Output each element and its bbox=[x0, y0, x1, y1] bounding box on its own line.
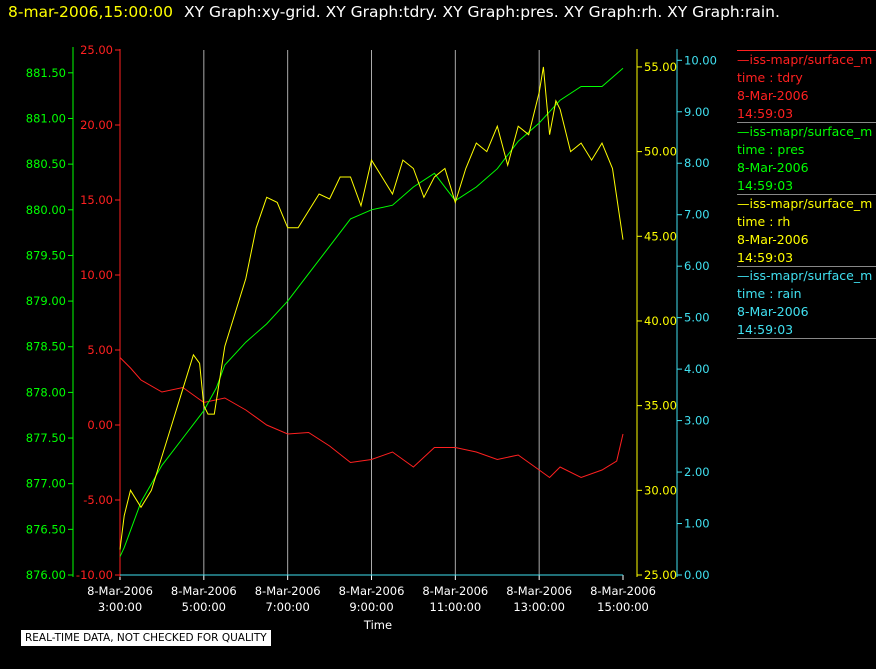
legend-date: 8-Mar-2006 bbox=[737, 88, 809, 103]
series-line-pres bbox=[119, 67, 624, 557]
legend-var: time : tdry bbox=[737, 70, 803, 85]
rain-tick-label: 5.00 bbox=[684, 311, 710, 325]
x-tick-time: 9:00:00 bbox=[349, 600, 393, 614]
legend-time: 14:59:03 bbox=[737, 106, 794, 121]
legend-end-divider bbox=[737, 338, 876, 339]
x-tick-time: 15:00:00 bbox=[597, 600, 649, 614]
x-tick-time: 13:00:00 bbox=[513, 600, 565, 614]
x-tick-time: 7:00:00 bbox=[265, 600, 309, 614]
rh-tick-label: 45.00 bbox=[644, 229, 677, 243]
rh-tick-label: 55.00 bbox=[644, 60, 677, 74]
x-tick-date: 8-Mar-2006 bbox=[506, 584, 572, 598]
rh-tick-label: 25.00 bbox=[644, 568, 677, 582]
pres-tick-label: 879.50 bbox=[26, 248, 66, 262]
legend-name: —iss-mapr/surface_m bbox=[737, 268, 873, 283]
rh-tick-label: 40.00 bbox=[644, 314, 677, 328]
x-tick-date: 8-Mar-2006 bbox=[255, 584, 321, 598]
rain-tick-label: 0.00 bbox=[684, 568, 710, 582]
rain-tick-label: 4.00 bbox=[684, 362, 710, 376]
legend-name: —iss-mapr/surface_m bbox=[737, 196, 873, 211]
graph-header: 8-mar-2006,15:00:00 XY Graph:xy-grid. XY… bbox=[8, 3, 780, 21]
rh-tick-label: 50.00 bbox=[644, 145, 677, 159]
legend-divider bbox=[737, 338, 876, 339]
legend-var: time : rh bbox=[737, 214, 791, 229]
legend-divider bbox=[737, 122, 876, 123]
legend-name: —iss-mapr/surface_m bbox=[737, 52, 873, 67]
pres-tick-label: 876.50 bbox=[26, 522, 66, 536]
tdry-tick-label: -10.00 bbox=[76, 568, 113, 582]
rain-tick-label: 10.00 bbox=[684, 53, 717, 67]
pres-tick-label: 878.50 bbox=[26, 340, 66, 354]
x-tick-date: 8-Mar-2006 bbox=[590, 584, 656, 598]
x-tick-date: 8-Mar-2006 bbox=[339, 584, 405, 598]
legend-divider bbox=[737, 266, 876, 267]
x-tick-date: 8-Mar-2006 bbox=[171, 584, 237, 598]
x-tick-date: 8-Mar-2006 bbox=[87, 584, 153, 598]
rain-tick-label: 9.00 bbox=[684, 105, 710, 119]
legend-date: 8-Mar-2006 bbox=[737, 160, 809, 175]
legend-time: 14:59:03 bbox=[737, 322, 794, 337]
rain-tick-label: 6.00 bbox=[684, 259, 710, 273]
tdry-tick-label: 15.00 bbox=[80, 193, 113, 207]
pres-tick-label: 878.00 bbox=[26, 385, 66, 399]
legend-name: —iss-mapr/surface_m bbox=[737, 124, 873, 139]
x-tick-date: 8-Mar-2006 bbox=[422, 584, 488, 598]
header-titles: XY Graph:xy-grid. XY Graph:tdry. XY Grap… bbox=[183, 3, 780, 21]
pres-tick-label: 881.00 bbox=[26, 111, 66, 125]
series-line-rh bbox=[119, 66, 624, 550]
series-line-tdry bbox=[119, 357, 624, 479]
rain-tick-label: 7.00 bbox=[684, 208, 710, 222]
rh-tick-label: 30.00 bbox=[644, 483, 677, 497]
pres-tick-label: 876.00 bbox=[26, 568, 66, 582]
x-tick-time: 5:00:00 bbox=[182, 600, 226, 614]
pres-tick-label: 880.50 bbox=[26, 157, 66, 171]
tdry-tick-label: 10.00 bbox=[80, 268, 113, 282]
legend-date: 8-Mar-2006 bbox=[737, 232, 809, 247]
pres-tick-label: 879.00 bbox=[26, 294, 66, 308]
pres-tick-label: 877.00 bbox=[26, 477, 66, 491]
x-tick-time: 11:00:00 bbox=[430, 600, 482, 614]
pres-tick-label: 880.00 bbox=[26, 203, 66, 217]
rh-tick-label: 35.00 bbox=[644, 399, 677, 413]
x-tick-time: 3:00:00 bbox=[98, 600, 142, 614]
rain-tick-label: 8.00 bbox=[684, 156, 710, 170]
tdry-tick-label: 25.00 bbox=[80, 43, 113, 57]
rain-tick-label: 3.00 bbox=[684, 414, 710, 428]
rain-tick-label: 2.00 bbox=[684, 465, 710, 479]
legend-var: time : pres bbox=[737, 142, 805, 157]
legend-divider bbox=[737, 50, 876, 51]
tdry-tick-label: 20.00 bbox=[80, 118, 113, 132]
tdry-tick-label: 5.00 bbox=[87, 343, 113, 357]
legend-date: 8-Mar-2006 bbox=[737, 304, 809, 319]
header-datetime: 8-mar-2006,15:00:00 bbox=[8, 3, 174, 21]
legend-var: time : rain bbox=[737, 286, 802, 301]
x-axis-label: Time bbox=[363, 618, 392, 632]
quality-disclaimer: REAL-TIME DATA, NOT CHECKED FOR QUALITY bbox=[21, 630, 271, 646]
rain-tick-label: 1.00 bbox=[684, 517, 710, 531]
pres-tick-label: 877.50 bbox=[26, 431, 66, 445]
legend-time: 14:59:03 bbox=[737, 250, 794, 265]
pres-tick-label: 881.50 bbox=[26, 66, 66, 80]
tdry-tick-label: 0.00 bbox=[87, 418, 113, 432]
tdry-tick-label: -5.00 bbox=[83, 493, 113, 507]
legend-time: 14:59:03 bbox=[737, 178, 794, 193]
legend-divider bbox=[737, 194, 876, 195]
